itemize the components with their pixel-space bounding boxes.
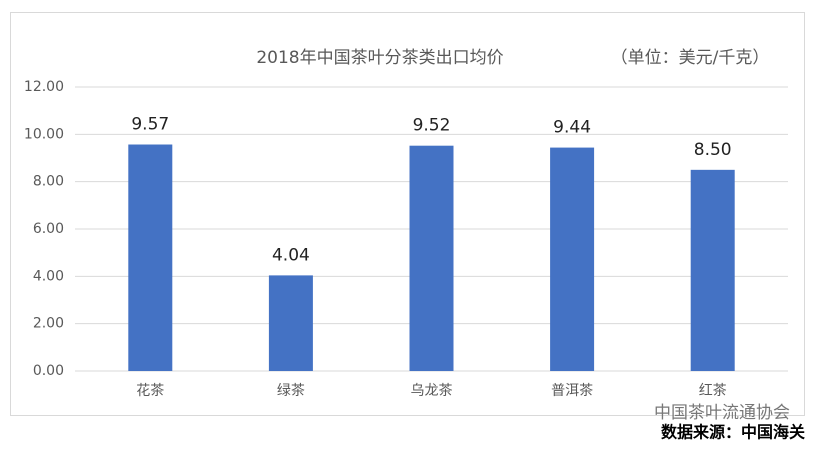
y-tick-label: 2.00: [33, 316, 64, 332]
x-tick-label: 乌龙茶: [411, 383, 453, 399]
x-tick-label: 普洱茶: [551, 383, 593, 399]
value-label: 9.57: [131, 115, 169, 135]
y-tick-label: 12.00: [24, 79, 64, 95]
x-tick-label: 绿茶: [277, 383, 305, 399]
value-label: 4.04: [272, 245, 310, 265]
y-tick-label: 8.00: [33, 174, 64, 190]
bar: [409, 145, 454, 371]
y-tick-label: 10.00: [24, 126, 64, 142]
x-tick-label: 花茶: [136, 383, 164, 399]
bar: [550, 147, 595, 371]
y-tick-label: 6.00: [33, 221, 64, 237]
watermark: 中国茶叶流通协会: [654, 403, 790, 423]
bar: [690, 169, 735, 371]
value-label: 9.52: [413, 116, 451, 136]
value-label: 8.50: [694, 140, 732, 160]
bar: [128, 144, 173, 371]
value-label: 9.44: [553, 118, 591, 138]
x-tick-label: 红茶: [699, 383, 727, 399]
chart-subtitle: （单位：美元/千克）: [611, 48, 770, 68]
bar: [268, 275, 313, 371]
y-tick-label: 0.00: [33, 363, 64, 379]
chart-title: 2018年中国茶叶分茶类出口均价: [256, 48, 503, 68]
y-tick-label: 4.00: [33, 268, 64, 284]
source-note: 数据来源：中国海关: [661, 423, 805, 442]
